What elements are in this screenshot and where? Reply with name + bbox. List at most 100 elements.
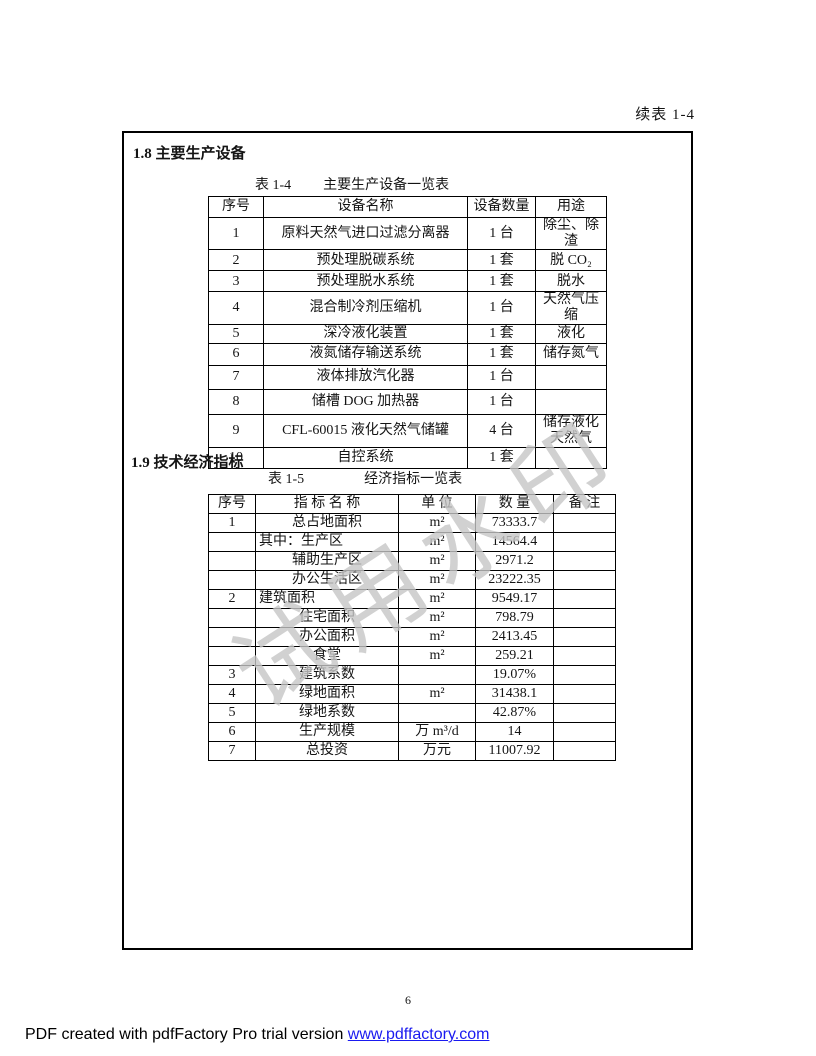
cell-unit: 万元 [398,741,476,761]
column-header-name: 指 标 名 称 [255,494,399,514]
cell-qty: 1 套 [467,270,536,293]
cell-use [535,388,607,415]
cell-no: 6 [208,722,256,742]
cell-qty: 19.07% [475,665,554,685]
cell-name: 食堂 [255,646,399,666]
cell-no [208,608,256,628]
economic-row: 6 生产规模万 m³/d 14 [208,722,616,742]
cell-qty: 14 [475,722,554,742]
equipment-row: 6 液氮储存输送系统 1 套储存氮气 [208,342,607,366]
cell-use: 液化 [535,323,607,344]
cell-note [553,608,616,628]
economic-row: 2 建筑面积 m² 9549.17 [208,589,616,609]
cell-use: 除尘、除渣 [535,216,607,251]
cell-qty: 1 套 [467,323,536,344]
cell-use: 脱水 [535,270,607,293]
cell-use [535,364,607,390]
economic-row: 5 绿地系数 42.87% [208,703,616,723]
cell-qty: 259.21 [475,646,554,666]
equipment-table-header-row: 序号 设备名称 设备数量 用途 [208,196,607,218]
cell-use: 脱 CO₂ [535,249,607,272]
cell-no: 9 [208,413,264,448]
cell-note [553,513,616,533]
equipment-row: 5 深冷液化装置 1 套液化 [208,323,607,344]
table-1-4-caption: 表 1-4 主要生产设备一览表 [255,174,449,194]
cell-qty: 9549.17 [475,589,554,609]
cell-no: 3 [208,270,264,293]
cell-qty: 23222.35 [475,570,554,590]
content-border-box: 1.8 主要生产设备 表 1-4 主要生产设备一览表 序号 设备名称 设备数量 用… [122,131,693,950]
cell-name: 原料天然气进口过滤分离器 [263,216,468,251]
column-header-seq: 序号 [208,196,264,218]
equipment-row: 2 预处理脱碳系统 1 套脱 CO₂ [208,249,607,272]
economic-row: 办公面积 m² 2413.45 [208,627,616,647]
cell-qty: 4 台 [467,413,536,448]
cell-qty: 11007.92 [475,741,554,761]
column-header-name: 设备名称 [263,196,468,218]
cell-note [553,703,616,723]
cell-qty: 1 套 [467,446,536,469]
cell-note [553,570,616,590]
economic-row: 4 绿地面积 m² 31438.1 [208,684,616,704]
cell-qty: 2971.2 [475,551,554,571]
equipment-row: 4 混合制冷剂压缩机 1 台天然气压缩 [208,291,607,325]
cell-note [553,551,616,571]
cell-use: 天然气压缩 [535,291,607,325]
footer-text: PDF created with pdfFactory Pro trial ve… [25,1026,348,1043]
economic-table: 序号 指 标 名 称 单 位 数 量 备 注 1 总占地面积 m² 73333.7 其中… [208,494,616,761]
cell-unit: 万 m³/d [398,722,476,742]
equipment-row: 3 预处理脱水系统 1 套脱水 [208,270,607,293]
cell-no [208,551,256,571]
cell-note [553,627,616,647]
equipment-row: 7 液体排放汽化器 1 台 [208,364,607,390]
pdffactory-link[interactable]: www.pdffactory.com [347,1026,490,1043]
column-header-note: 备 注 [553,494,616,514]
cell-unit: m² [398,551,476,571]
cell-use [535,446,607,469]
cell-unit: m² [398,532,476,552]
cell-qty: 1 台 [467,291,536,325]
economic-table-header-row: 序号 指 标 名 称 单 位 数 量 备 注 [208,494,616,514]
cell-name: 其中：生产区 [255,532,399,552]
cell-no [208,532,256,552]
economic-row: 其中：生产区 m² 14564.4 [208,532,616,552]
cell-name: 办公面积 [255,627,399,647]
cell-name: 储槽 DOG 加热器 [263,388,468,415]
cell-name: 建筑系数 [255,665,399,685]
cell-name: 液体排放汽化器 [263,364,468,390]
table-1-5-caption-title: 经济指标一览表 [364,472,463,487]
table-1-4-caption-label: 表 1-4 [255,178,292,193]
cell-note [553,532,616,552]
cell-qty: 798.79 [475,608,554,628]
cell-no: 7 [208,364,264,390]
economic-row: 食堂 m² 259.21 [208,646,616,666]
cell-name: 液氮储存输送系统 [263,342,468,366]
cell-no: 7 [208,741,256,761]
cell-name: 绿地面积 [255,684,399,704]
cell-note [553,722,616,742]
cell-unit: m² [398,570,476,590]
cell-qty: 1 套 [467,249,536,272]
economic-row: 1 总占地面积 m² 73333.7 [208,513,616,533]
equipment-table: 序号 设备名称 设备数量 用途 1 原料天然气进口过滤分离器 1 台除尘、除渣 2 预处… [208,196,607,469]
equipment-row: 1 原料天然气进口过滤分离器 1 台除尘、除渣 [208,216,607,251]
cell-note [553,646,616,666]
cell-name: 预处理脱水系统 [263,270,468,293]
economic-row: 辅助生产区 m² 2971.2 [208,551,616,571]
cell-name: 住宅面积 [255,608,399,628]
cell-unit: m² [398,589,476,609]
column-header-seq: 序号 [208,494,256,514]
column-header-use: 用途 [535,196,607,218]
cell-note [553,741,616,761]
cell-note [553,589,616,609]
cell-no: 4 [208,291,264,325]
pdf-footer: PDF created with pdfFactory Pro trial ve… [25,1026,489,1044]
economic-row: 7 总投资 万元 11007.92 [208,741,616,761]
cell-unit: m² [398,684,476,704]
cell-name: 生产规模 [255,722,399,742]
cell-no [208,627,256,647]
equipment-row: 10 自控系统 1 套 [208,446,607,469]
cell-no: 2 [208,249,264,272]
cell-name: 总投资 [255,741,399,761]
section-heading-1-9: 1.9 技术经济指标 [131,455,244,471]
